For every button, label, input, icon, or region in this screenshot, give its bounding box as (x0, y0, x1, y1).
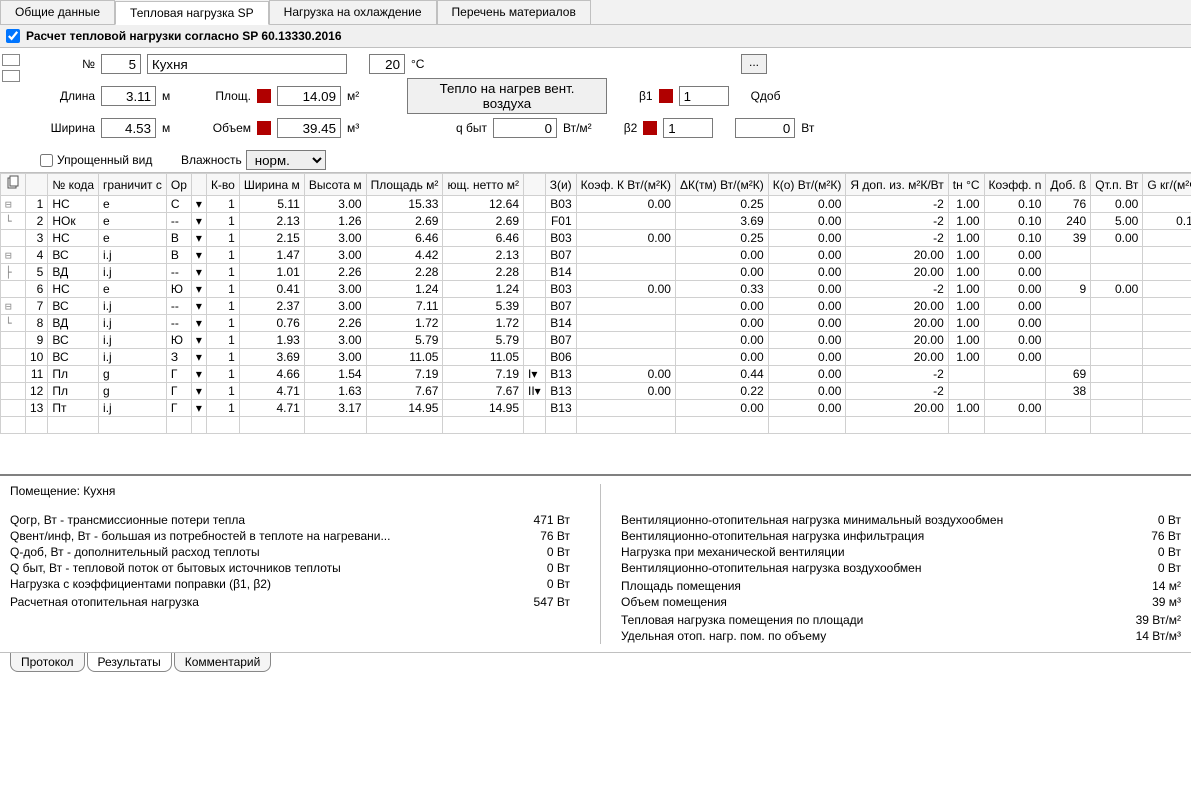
table-row[interactable]: ⊟1НСeС▾15.113.0015.3312.64В030.000.250.0… (1, 196, 1191, 213)
column-header[interactable]: К-во (206, 174, 239, 196)
column-header[interactable]: № кода (48, 174, 99, 196)
column-header[interactable] (1, 174, 26, 196)
column-header[interactable]: Площадь м² (366, 174, 443, 196)
table-row[interactable]: 9ВСi.jЮ▾11.933.005.795.79В070.000.0020.0… (1, 332, 1191, 349)
column-header[interactable]: ΔК(тм) Вт/(м²К) (675, 174, 768, 196)
room-name-input[interactable] (147, 54, 347, 74)
section-title-text: Расчет тепловой нагрузки согласно SP 60.… (26, 29, 342, 43)
result-line: Qогр, Вт - трансмиссионные потери тепла4… (10, 512, 570, 528)
bottom-tab[interactable]: Протокол (10, 653, 85, 672)
top-tab[interactable]: Тепловая нагрузка SP (115, 1, 269, 25)
temp-input[interactable] (369, 54, 405, 74)
plosh-icon (257, 89, 271, 103)
results-room-label: Помещение: Кухня (10, 484, 570, 498)
column-header[interactable]: G кг/(м²ч) (1143, 174, 1191, 196)
column-header[interactable]: Ор (166, 174, 191, 196)
plosh-label: Площ. (196, 89, 251, 103)
temp-unit: °C (411, 57, 439, 71)
plosh-input[interactable] (277, 86, 341, 106)
qdob-label: Qдоб (751, 89, 781, 103)
result-line: Нагрузка с коэффициентами поправки (β1, … (10, 576, 570, 592)
table-row[interactable]: ⊟7ВСi.j--▾12.373.007.115.39В070.000.0020… (1, 298, 1191, 315)
table-row[interactable]: └8ВДi.j--▾10.762.261.721.72В140.000.0020… (1, 315, 1191, 332)
obem-icon (257, 121, 271, 135)
heat-vent-button[interactable]: Тепло на нагрев вент. воздуха (407, 78, 607, 114)
column-header[interactable] (26, 174, 48, 196)
section-title: Расчет тепловой нагрузки согласно SP 60.… (0, 25, 1191, 48)
table-row[interactable]: 10ВСi.jЗ▾13.693.0011.0511.05В060.000.002… (1, 349, 1191, 366)
b1-input[interactable] (679, 86, 729, 106)
column-header[interactable]: К(о) Вт/(м²К) (768, 174, 846, 196)
b2-label: β2 (624, 121, 638, 135)
simple-view-checkbox[interactable] (40, 154, 53, 167)
result-line: Qвент/инф, Вт - большая из потребностей … (10, 528, 570, 544)
column-header[interactable] (524, 174, 546, 196)
column-header[interactable]: Доб. ß (1046, 174, 1091, 196)
main-grid: № кодаграничит сОр К-воШирина мВысота мПл… (0, 173, 1191, 434)
table-row[interactable]: 12ПлgГ▾14.711.637.677.67II▾В130.000.220.… (1, 383, 1191, 400)
table-row[interactable]: ⊟4ВСi.jВ▾11.473.004.422.13В070.000.0020.… (1, 247, 1191, 264)
column-header[interactable]: tн °C (948, 174, 984, 196)
shirina-input[interactable] (101, 118, 156, 138)
n-label: № (40, 57, 95, 71)
result-line: Расчетная отопительная нагрузка547 Вт (10, 594, 570, 610)
qbyt-label: q быт (447, 121, 487, 135)
column-header[interactable]: Ширина м (239, 174, 304, 196)
top-tab[interactable]: Общие данные (0, 0, 115, 24)
qbyt-input[interactable] (493, 118, 557, 138)
column-header[interactable]: ющ. нетто м² (443, 174, 524, 196)
column-header[interactable]: Коэфф. n (984, 174, 1046, 196)
column-header[interactable]: Коэф. К Вт/(м²К) (576, 174, 675, 196)
column-header[interactable]: Qт.п. Вт (1091, 174, 1143, 196)
bottom-tabs: ПротоколРезультатыКомментарий (0, 652, 1191, 672)
bottom-tab[interactable]: Результаты (87, 653, 172, 672)
obem-label: Объем (196, 121, 251, 135)
copy-icon (5, 175, 21, 191)
result-line: Q быт, Вт - тепловой поток от бытовых ис… (10, 560, 570, 576)
b1-icon (659, 89, 673, 103)
result-line: Удельная отоп. нагр. пом. по объему14 Вт… (621, 628, 1181, 644)
result-line: Вентиляционно-отопительная нагрузка инфи… (621, 528, 1181, 544)
table-row[interactable]: ├5ВДi.j--▾11.012.262.282.28В140.000.0020… (1, 264, 1191, 281)
b2-input[interactable] (663, 118, 713, 138)
table-row[interactable]: 6НСeЮ▾10.413.001.241.24В030.000.330.00-2… (1, 281, 1191, 298)
result-line: Объем помещения39 м³ (621, 594, 1181, 610)
simple-view-label: Упрощенный вид (57, 153, 177, 167)
obem-input[interactable] (277, 118, 341, 138)
top-tab[interactable]: Перечень материалов (437, 0, 591, 24)
table-row[interactable]: 3НСeВ▾12.153.006.466.46В030.000.250.00-2… (1, 230, 1191, 247)
result-line: Тепловая нагрузка помещения по площади39… (621, 612, 1181, 628)
ellipsis-button[interactable]: ... (741, 54, 767, 74)
room-n-input[interactable] (101, 54, 141, 74)
vlazh-select[interactable]: норм. (246, 150, 326, 170)
section-checkbox[interactable] (6, 29, 20, 43)
side-icons (2, 54, 20, 82)
column-header[interactable]: Высота м (304, 174, 366, 196)
results-panel: Помещение: Кухня Qогр, Вт - трансмиссион… (0, 474, 1191, 652)
result-line: Площадь помещения14 м² (621, 578, 1181, 594)
bottom-tab[interactable]: Комментарий (174, 653, 272, 672)
column-header[interactable] (191, 174, 206, 196)
column-header[interactable]: граничит с (99, 174, 167, 196)
column-header[interactable]: Я доп. из. м²К/Вт (846, 174, 948, 196)
table-row[interactable]: 13Птi.jГ▾14.713.1714.9514.95В130.000.002… (1, 400, 1191, 417)
result-line: Вентиляционно-отопительная нагрузка возд… (621, 560, 1181, 576)
top-tabs: Общие данныеТепловая нагрузка SPНагрузка… (0, 0, 1191, 25)
top-tab[interactable]: Нагрузка на охлаждение (269, 0, 437, 24)
result-line: Q-доб, Вт - дополнительный расход теплот… (10, 544, 570, 560)
dlina-label: Длина (40, 89, 95, 103)
b2-icon (643, 121, 657, 135)
result-line: Вентиляционно-отопительная нагрузка мини… (621, 512, 1181, 528)
table-row[interactable]: 11ПлgГ▾14.661.547.197.19I▾В130.000.440.0… (1, 366, 1191, 383)
dlina-input[interactable] (101, 86, 156, 106)
shirina-label: Ширина (40, 121, 95, 135)
b1-label: β1 (639, 89, 653, 103)
grid-header: № кодаграничит сОр К-воШирина мВысота мПл… (1, 174, 1191, 196)
qdob-input[interactable] (735, 118, 795, 138)
column-header[interactable]: З(и) (545, 174, 576, 196)
vlazh-label: Влажность (181, 153, 242, 167)
table-row[interactable]: └2НОкe--▾12.131.262.692.69F013.690.00-21… (1, 213, 1191, 230)
result-line: Нагрузка при механической вентиляции0 Вт (621, 544, 1181, 560)
